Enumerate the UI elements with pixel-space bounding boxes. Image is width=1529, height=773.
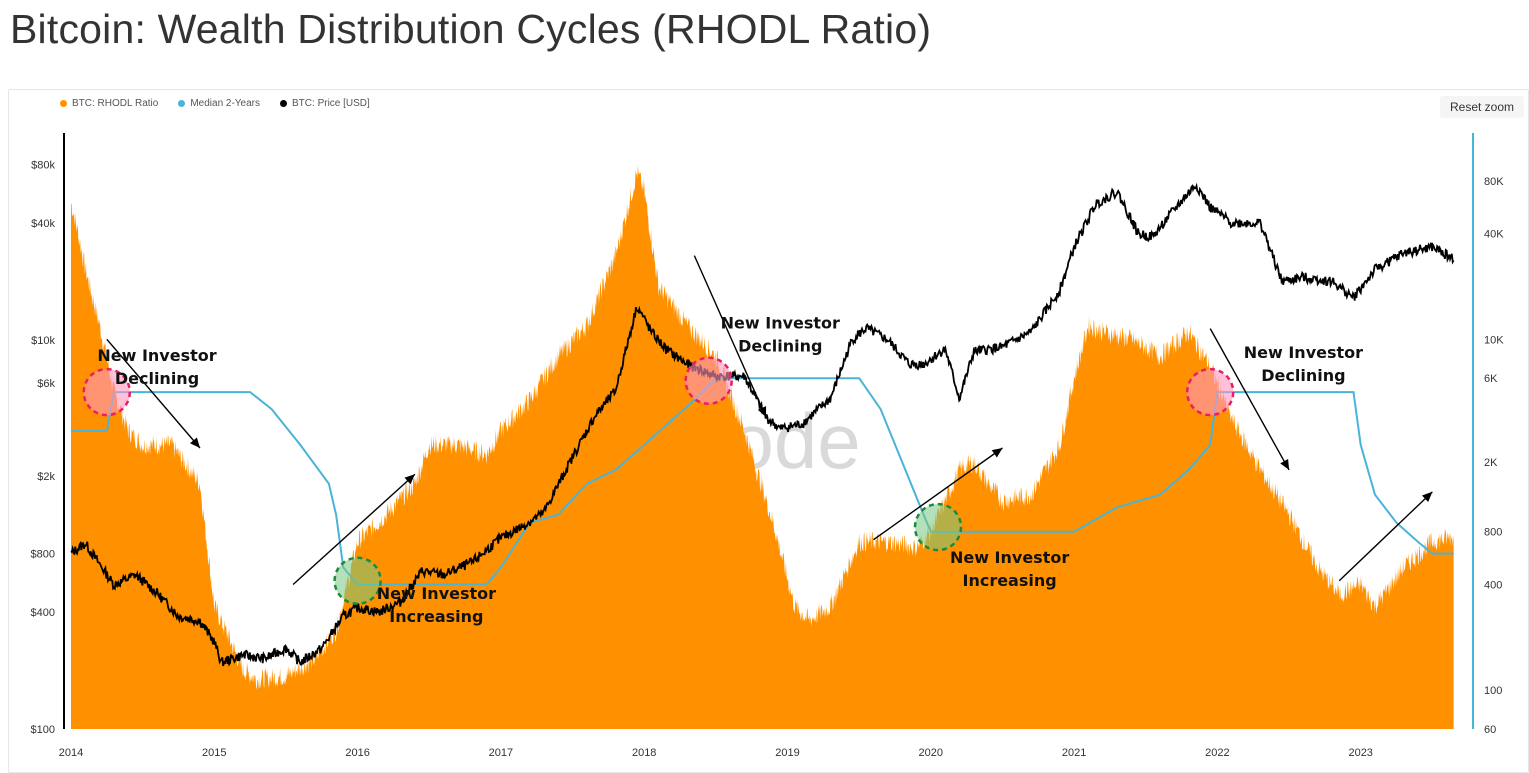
x-tick-label: 2017: [489, 747, 513, 759]
declining-marker-circle: [82, 367, 132, 417]
legend-label-median: Median 2-Years: [190, 98, 261, 109]
x-tick-label: 2021: [1062, 747, 1086, 759]
annotation-label-line: Declining: [1261, 366, 1345, 385]
annotation-arrow-head: [757, 406, 767, 418]
declining-marker-circle: [684, 356, 733, 406]
x-tick-label: 2020: [919, 747, 943, 759]
legend-item-price[interactable]: BTC: Price [USD]: [280, 98, 370, 109]
legend-dot-median: [178, 100, 186, 107]
y-left-tick-label: $6k: [37, 378, 55, 390]
legend-dot-price: [280, 100, 288, 107]
legend-label-price: BTC: Price [USD]: [292, 98, 370, 109]
annotation-label: New Investor Declining: [97, 346, 216, 388]
annotation-label-line: New Investor: [721, 314, 840, 333]
annotation-label-line: Increasing: [962, 571, 1056, 590]
annotation-label: New Investor Increasing: [377, 584, 496, 626]
annotation-label: New Investor Declining: [1244, 343, 1363, 385]
y-right-tick-label: 6K: [1484, 373, 1498, 385]
x-tick-label: 2023: [1348, 747, 1372, 759]
y-left-tick-label: $400: [31, 607, 55, 619]
annotation-label-line: New Investor: [1244, 343, 1363, 362]
y-left-tick-label: $40k: [31, 218, 55, 230]
y-right-tick-label: 2K: [1484, 457, 1498, 469]
y-right-tick-label: 80K: [1484, 176, 1504, 188]
y-left-tick-label: $100: [31, 724, 55, 736]
page-title: Bitcoin: Wealth Distribution Cycles (RHO…: [10, 6, 932, 52]
y-right-tick-label: 40K: [1484, 229, 1504, 241]
y-right-tick-label: 100: [1484, 685, 1502, 697]
annotation-label-line: Increasing: [389, 607, 483, 626]
y-right-tick-label: 800: [1484, 527, 1502, 539]
annotation-arrow-head: [190, 437, 200, 448]
x-tick-label: 2014: [59, 747, 83, 759]
legend-item-rhodl[interactable]: BTC: RHODL Ratio: [60, 98, 158, 109]
increasing-marker-circle: [333, 556, 382, 606]
annotation-arrow-head: [404, 474, 415, 485]
annotation-label-line: Declining: [738, 337, 822, 356]
declining-marker-circle: [1185, 367, 1235, 417]
annotation-arrow-head: [1422, 491, 1433, 502]
y-right-tick-label: 400: [1484, 580, 1502, 592]
legend-dot-rhodl: [60, 100, 67, 107]
x-tick-label: 2019: [775, 747, 799, 759]
annotation-label-line: New Investor: [950, 548, 1069, 567]
increasing-marker-circle: [913, 502, 963, 552]
annotation-arrow-line: [292, 473, 416, 586]
annotation-label-line: New Investor: [97, 346, 216, 365]
annotation-label: New Investor Declining: [721, 314, 840, 356]
annotation-arrow-head: [1280, 459, 1290, 470]
annotation-label-line: New Investor: [377, 584, 496, 603]
y-left-tick-label: $800: [31, 548, 55, 560]
y-right-tick-label: 10K: [1484, 334, 1504, 346]
annotation-arrow-line: [106, 338, 201, 449]
chart-legend: BTC: RHODL Ratio Median 2-Years BTC: Pri…: [60, 98, 370, 109]
reset-zoom-button[interactable]: Reset zoom: [1440, 96, 1524, 118]
x-tick-label: 2015: [202, 747, 226, 759]
annotation-arrow-line: [873, 447, 1003, 541]
series-rhodl-area: [71, 165, 1454, 729]
x-tick-label: 2016: [345, 747, 369, 759]
annotation-arrow-line: [1338, 491, 1433, 582]
x-tick-label: 2018: [632, 747, 656, 759]
x-tick-label: 2022: [1205, 747, 1229, 759]
annotation-arrow-line: [1209, 328, 1290, 471]
annotation-arrow-head: [991, 448, 1003, 458]
y-left-tick-label: $10k: [31, 335, 55, 347]
y-right-tick-label: 60: [1484, 724, 1496, 736]
annotation-label: New Investor Increasing: [950, 548, 1069, 590]
legend-item-median[interactable]: Median 2-Years: [178, 98, 260, 109]
y-left-tick-label: $80k: [31, 159, 55, 171]
legend-label-rhodl: BTC: RHODL Ratio: [72, 98, 159, 109]
annotation-arrow-line: [693, 255, 767, 418]
y-left-tick-label: $2k: [37, 471, 55, 483]
annotation-label-line: Declining: [115, 369, 199, 388]
